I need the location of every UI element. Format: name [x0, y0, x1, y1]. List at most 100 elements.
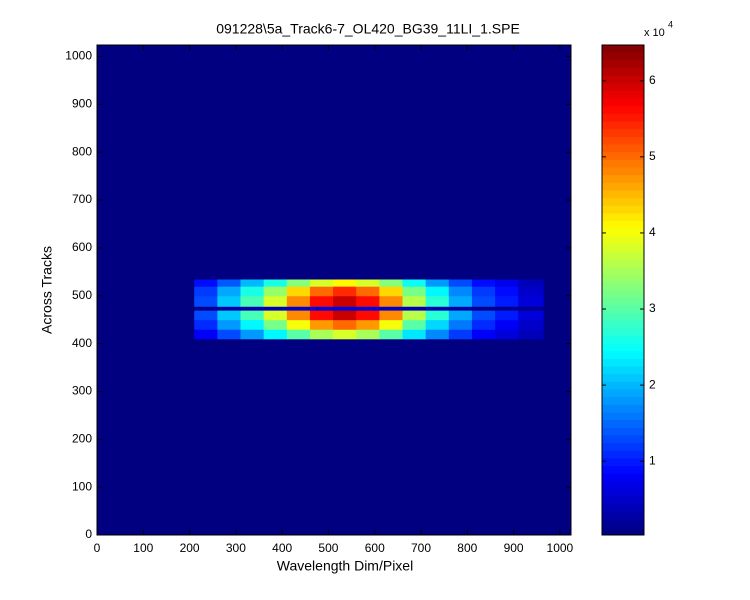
heatmap-cell — [448, 310, 473, 321]
heatmap-cell — [263, 278, 288, 287]
colorbar-swatch — [602, 121, 644, 130]
y-tick-label: 100 — [72, 479, 92, 493]
heatmap-cell — [543, 286, 572, 297]
heatmap-cell — [425, 286, 450, 297]
heatmap-cell — [471, 329, 496, 340]
x-tick-label: 400 — [272, 541, 292, 555]
heatmap-cell — [495, 295, 519, 307]
colorbar-tick-label: 5 — [649, 149, 656, 163]
heatmap-cell — [333, 295, 357, 307]
colorbar-swatch — [602, 527, 644, 536]
heatmap-cell — [333, 329, 357, 340]
heatmap-cell — [309, 286, 334, 297]
heatmap-cell — [217, 338, 241, 536]
colorbar-swatch — [602, 267, 644, 276]
heatmap-cell — [263, 319, 288, 330]
heatmap-cell — [286, 295, 311, 307]
heatmap-cell — [286, 338, 311, 536]
y-tick-label: 0 — [85, 527, 92, 541]
heatmap-cell — [240, 306, 265, 311]
x-tick-label: 900 — [504, 541, 524, 555]
heatmap-cell — [97, 295, 195, 307]
colorbar-swatch — [602, 420, 644, 429]
heatmap-cell — [97, 286, 195, 297]
heatmap-cell — [379, 286, 404, 297]
heatmap-cell — [309, 278, 334, 287]
heatmap-cell — [356, 286, 380, 297]
heatmap-cell — [518, 319, 545, 330]
heatmap-cell — [471, 295, 496, 307]
colorbar-swatch — [602, 159, 644, 168]
heatmap-cell — [217, 310, 241, 321]
x-tick-label: 600 — [365, 541, 385, 555]
heatmap-cell — [518, 329, 545, 340]
heatmap-cell — [518, 295, 545, 307]
heatmap-cell — [97, 329, 195, 340]
heatmap-cell — [263, 306, 288, 311]
heatmap-cell — [402, 278, 427, 287]
colorbar-tick-label: 1 — [649, 453, 656, 467]
colorbar-swatch — [602, 282, 644, 291]
heatmap-cell — [518, 306, 545, 311]
heatmap-cell — [333, 338, 357, 536]
colorbar-swatch — [602, 443, 644, 452]
heatmap-cell — [448, 329, 473, 340]
heatmap-cell — [471, 306, 496, 311]
colorbar-swatch — [602, 182, 644, 191]
heatmap-cell — [356, 306, 380, 311]
colorbar-swatch — [602, 397, 644, 406]
colorbar-swatch — [602, 358, 644, 368]
heatmap-cell — [217, 319, 241, 330]
heatmap-cell — [543, 329, 572, 340]
heatmap-cell — [448, 278, 473, 287]
heatmap-cell — [495, 310, 519, 321]
colorbar-swatch — [602, 305, 644, 314]
heatmap-cell — [518, 278, 545, 287]
heatmap-cell — [402, 306, 427, 311]
heatmap-cell — [263, 295, 288, 307]
heatmap-cell — [448, 338, 473, 536]
heatmap-cell — [379, 278, 404, 287]
heatmap-cell — [379, 338, 404, 536]
colorbar-swatch — [602, 404, 644, 413]
colorbar-swatch — [602, 489, 644, 498]
y-tick-label: 500 — [72, 288, 92, 302]
heatmap-cell — [217, 329, 241, 340]
heatmap-cell — [425, 295, 450, 307]
heatmap-cell — [333, 286, 357, 297]
x-tick-label: 800 — [457, 541, 477, 555]
heatmap-cell — [518, 310, 545, 321]
heatmap-cell — [309, 329, 334, 340]
heatmap-cell — [543, 338, 572, 536]
heatmap-cell — [309, 319, 334, 330]
heatmap-cell — [518, 45, 545, 280]
heatmap-cell — [356, 45, 380, 280]
colorbar-swatch — [602, 290, 644, 299]
colorbar-swatch — [602, 190, 644, 199]
heatmap-cell — [194, 45, 218, 280]
colorbar-multiplier: x 10 — [644, 27, 665, 39]
heatmap-cell — [286, 286, 311, 297]
colorbar-swatch — [602, 67, 644, 77]
colorbar-swatch — [602, 113, 644, 123]
x-tick-label: 300 — [226, 541, 246, 555]
heatmap-cell — [379, 319, 404, 330]
heatmap-cell — [425, 310, 450, 321]
colorbar-swatch — [602, 458, 644, 467]
colorbar-swatch — [602, 343, 644, 352]
colorbar-swatch — [602, 152, 644, 161]
colorbar-swatch — [602, 427, 644, 436]
colorbar-swatch — [602, 297, 644, 306]
colorbar-swatch — [602, 60, 644, 69]
heatmap-cell — [379, 45, 404, 280]
heatmap-cell — [448, 295, 473, 307]
colorbar-swatch — [602, 251, 644, 260]
colorbar-swatch — [602, 244, 644, 253]
x-tick-label: 0 — [94, 541, 101, 555]
colorbar-swatch — [602, 52, 644, 61]
heatmap-cell — [402, 310, 427, 321]
colorbar-swatch — [602, 512, 644, 521]
colorbar-swatch — [602, 366, 644, 375]
y-tick-label: 700 — [72, 192, 92, 206]
